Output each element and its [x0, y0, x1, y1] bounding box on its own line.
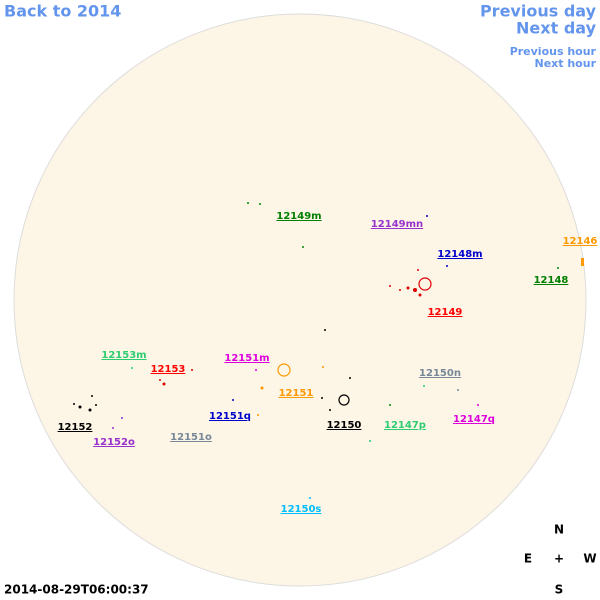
compass-south: S — [555, 583, 564, 597]
compass-west: W — [583, 552, 596, 566]
region-label[interactable]: 12150n — [419, 368, 461, 379]
region-label[interactable]: 12151q — [209, 411, 251, 422]
region-label[interactable]: 12152o — [93, 437, 135, 448]
region-label[interactable]: 12146 — [563, 236, 598, 247]
compass-north: N — [554, 523, 564, 537]
compass-east: E — [524, 552, 532, 566]
next-hour-link[interactable]: Next hour — [535, 57, 597, 70]
region-label[interactable]: 12147p — [384, 420, 426, 431]
region-label[interactable]: 12150 — [327, 420, 362, 431]
previous-hour-link[interactable]: Previous hour — [510, 45, 597, 58]
region-label[interactable]: 12147q — [453, 414, 495, 425]
region-label[interactable]: 12152 — [58, 422, 93, 433]
solar-disk — [13, 13, 587, 587]
back-link[interactable]: Back to 2014 — [4, 2, 121, 21]
region-label[interactable]: 12148 — [534, 275, 569, 286]
sunspot-marks — [73, 202, 584, 499]
region-label[interactable]: 12149m — [276, 211, 321, 222]
region-label[interactable]: 12150s — [281, 504, 322, 515]
compass-center: + — [554, 552, 564, 566]
region-label[interactable]: 12151m — [224, 353, 269, 364]
previous-day-link[interactable]: Previous day — [480, 2, 597, 21]
region-label[interactable]: 12151 — [279, 388, 314, 399]
region-label[interactable]: 12153m — [101, 350, 146, 361]
region-label[interactable]: 12151o — [170, 432, 212, 443]
next-day-link[interactable]: Next day — [516, 19, 597, 38]
region-label[interactable]: 12153 — [151, 364, 186, 375]
region-label[interactable]: 12149 — [428, 307, 463, 318]
timestamp: 2014-08-29T06:00:37 — [4, 583, 149, 597]
region-label[interactable]: 12149mn — [371, 219, 423, 230]
region-label[interactable]: 12148m — [437, 249, 482, 260]
